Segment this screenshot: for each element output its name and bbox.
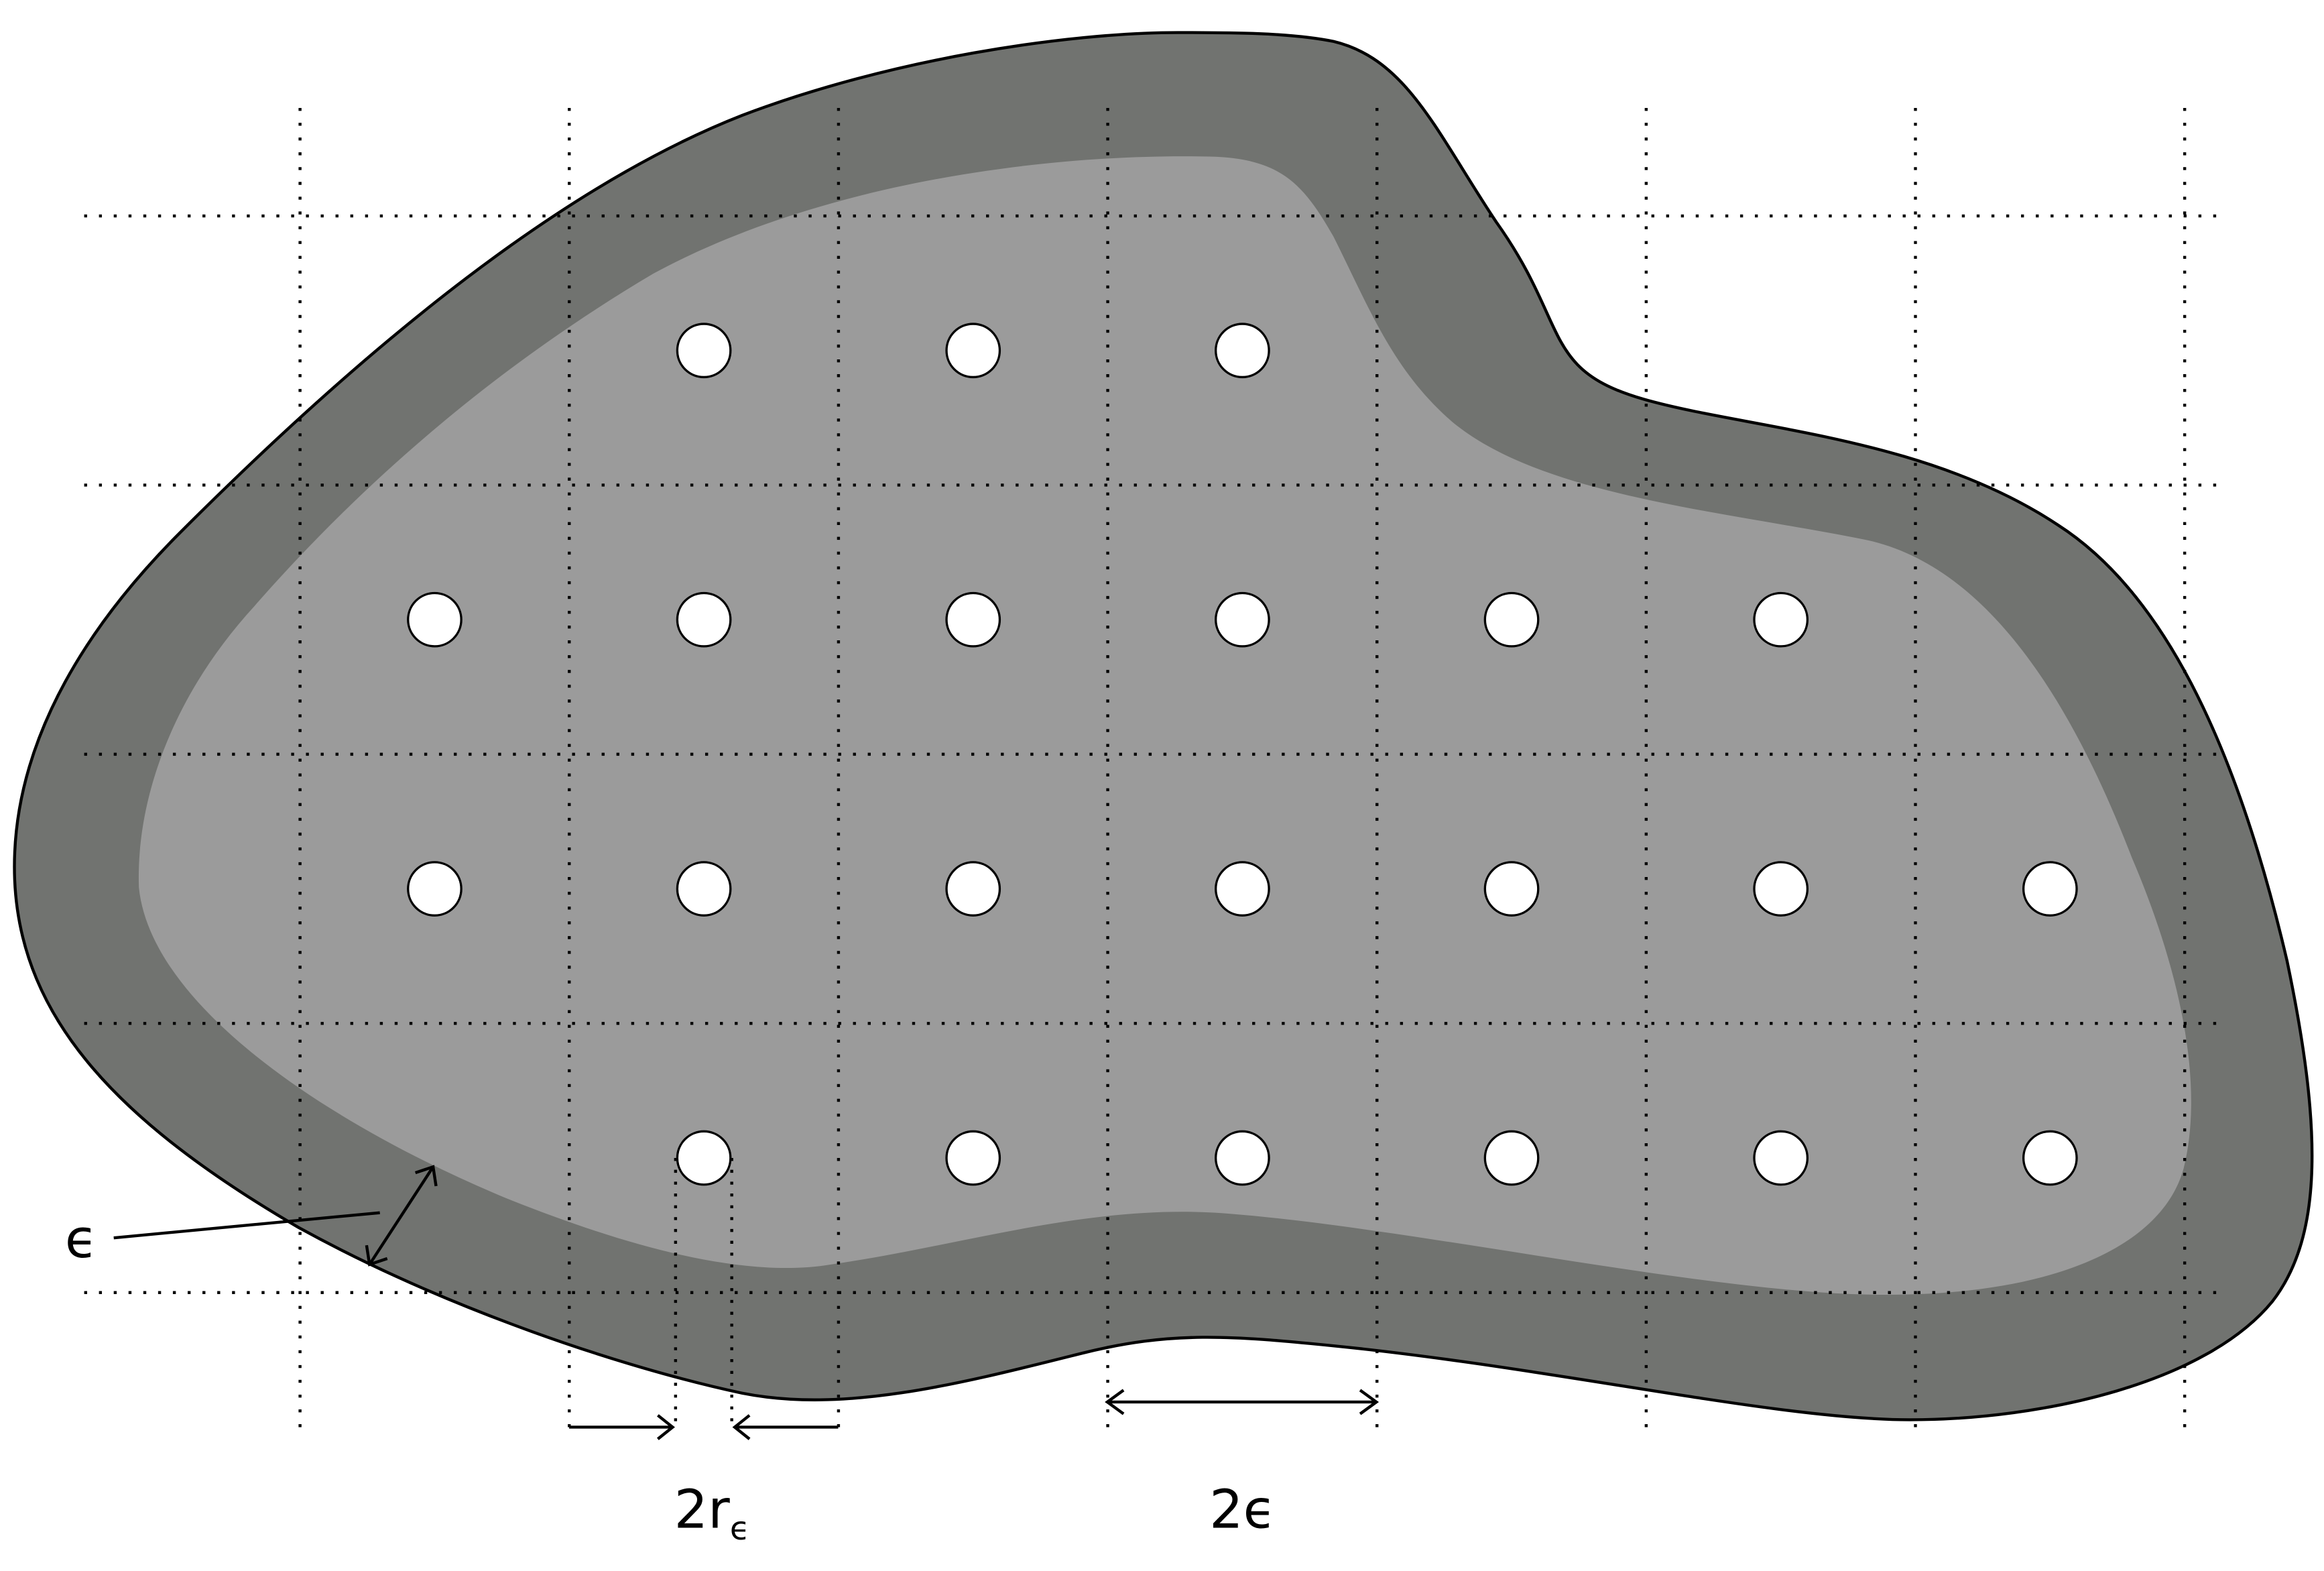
lattice-dot [407,591,463,648]
lattice-dot [1215,591,1270,648]
dot-lattice [407,323,2078,1186]
epsilon-leader-line [113,1211,380,1240]
epsilon-annotation: ϵ [65,1165,438,1270]
grid-spacing-arrowhead-left [1105,1389,1125,1415]
r-subscript-epsilon: ϵ [730,1510,750,1548]
lattice-dot [676,591,732,648]
lattice-dot [1483,591,1540,648]
lattice-dot [1753,591,1809,648]
lattice-dot [1753,861,1809,917]
lattice-dot [945,323,1001,379]
two-r-epsilon-label: 2rϵ [674,1478,750,1548]
lattice-dot [407,861,463,917]
two-r-main: 2r [674,1478,731,1540]
lattice-dot [1215,323,1270,379]
lattice-dot [676,1130,732,1186]
epsilon-arrowhead-bottom [365,1244,388,1267]
grid-spacing-annotation: 2ϵ [1105,1389,1380,1540]
epsilon-arrowhead-top [414,1165,438,1187]
lattice-dot [945,861,1001,917]
inner-region [138,156,2191,1295]
left-inward-arrowhead [656,1414,675,1440]
lattice-dot [1483,861,1540,917]
dot-diameter-annotation: 2rϵ [569,1158,839,1548]
two-epsilon-label: 2ϵ [1209,1478,1276,1540]
lattice-dot [676,861,732,917]
grid-spacing-arrowhead-right [1359,1389,1380,1415]
lattice-dot [1215,861,1270,917]
epsilon-width-arrow [368,1166,434,1266]
lattice-dot [945,1130,1001,1186]
right-inward-arrowhead [732,1414,751,1440]
lattice-dot [1215,1130,1270,1186]
lattice-dot [945,591,1001,648]
lattice-dot [2022,861,2078,917]
lattice-dot [1753,1130,1809,1186]
lattice-dot [676,323,732,379]
dotted-grid [84,108,2228,1430]
lattice-dot [2022,1130,2078,1186]
epsilon-label: ϵ [65,1208,98,1270]
lattice-dot [1483,1130,1540,1186]
